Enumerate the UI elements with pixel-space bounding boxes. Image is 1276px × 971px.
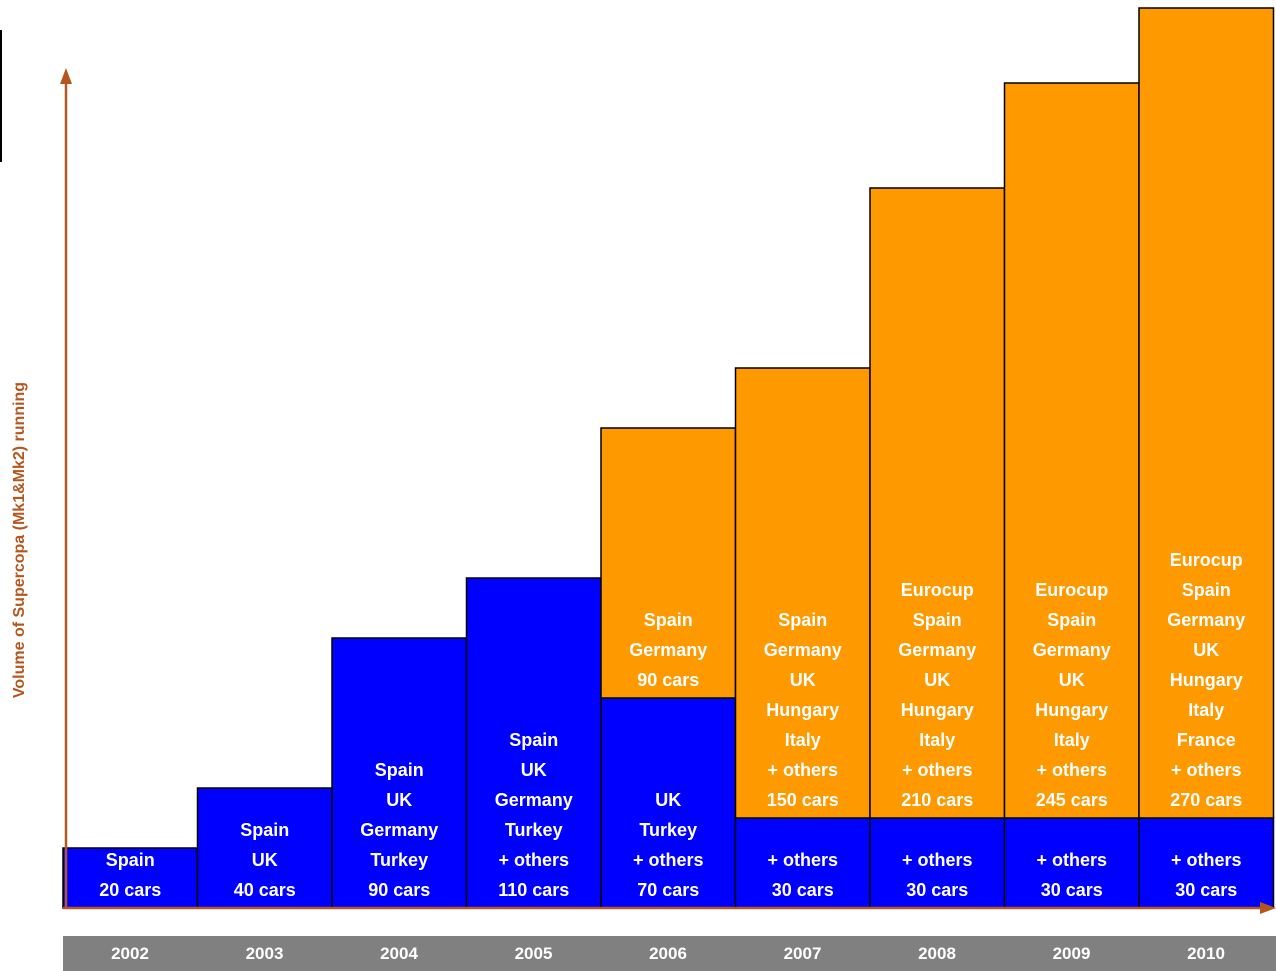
bar-label-line: + others — [1036, 760, 1108, 780]
year-label-2004: 2004 — [380, 944, 418, 963]
bar-label-line: + others — [632, 850, 704, 870]
bar-label-line: + others — [1170, 760, 1242, 780]
bar-label-line: 270 cars — [1170, 790, 1243, 810]
bar-label-2010-bottom: + others 30 cars — [1139, 845, 1274, 905]
year-label-2002: 2002 — [111, 944, 149, 963]
bar-label-line: 90 cars — [637, 670, 700, 690]
bar-label-line: 245 cars — [1035, 790, 1108, 810]
bar-label-line: Germany — [898, 640, 977, 660]
year-band — [63, 936, 1276, 971]
year-label-2009: 2009 — [1052, 944, 1091, 963]
bar-label-line: Germany — [629, 640, 708, 660]
bar-label-line: 110 cars — [498, 880, 570, 900]
bar-2003-bottom — [196, 787, 333, 909]
bar-2008-top — [869, 187, 1006, 819]
bar-label-line: Eurocup — [900, 580, 974, 600]
bar-label-line: UK — [251, 850, 278, 870]
bar-label-line: Italy — [919, 730, 956, 750]
bar-label-line: Hungary — [1035, 700, 1109, 720]
bar-label-line: + others — [1170, 850, 1242, 870]
bar-label-2009-top: Eurocup Spain Germany UK Hungary Italy + other… — [1005, 575, 1140, 815]
bar-label-line: Germany — [763, 640, 842, 660]
bar-label-line: Spain — [643, 610, 693, 630]
bar-label-line: + others — [498, 850, 570, 870]
bar-label-2007-top: Spain Germany UK Hungary Italy + others 150 ca… — [736, 605, 871, 815]
bar-label-2003-bottom: Spain UK 40 cars — [198, 815, 333, 905]
bar-label-2009-bottom: + others 30 cars — [1005, 845, 1140, 905]
bar-label-line: Germany — [360, 820, 439, 840]
bar-label-line: + others — [1036, 850, 1108, 870]
bar-2009-bottom — [1003, 817, 1140, 909]
bar-label-line: Hungary — [766, 700, 840, 720]
x-axis-arrowhead — [1260, 902, 1276, 914]
bar-label-line: Hungary — [900, 700, 974, 720]
bar-label-line: + others — [901, 760, 973, 780]
bar-label-line: + others — [767, 760, 839, 780]
bar-label-line: + others — [767, 850, 839, 870]
bar-label-2006-top: Spain Germany 90 cars — [601, 605, 736, 695]
year-label-2010: 2010 — [1187, 944, 1225, 963]
y-axis-arrowhead — [60, 68, 72, 84]
bar-label-line: UK — [655, 790, 682, 810]
bar-label-line: Italy — [784, 730, 821, 750]
bar-2009-top — [1003, 82, 1140, 819]
bar-label-line: UK — [520, 760, 547, 780]
bar-label-line: 90 cars — [368, 880, 431, 900]
bar-label-2008-bottom: + others 30 cars — [870, 845, 1005, 905]
bar-label-line: UK — [924, 670, 951, 690]
year-label-2008: 2008 — [918, 944, 956, 963]
bar-label-line: 20 cars — [99, 880, 162, 900]
bar-label-line: UK — [386, 790, 413, 810]
bar-2007-top — [734, 367, 871, 819]
bar-label-line: + others — [901, 850, 973, 870]
year-label-2006: 2006 — [649, 944, 687, 963]
bar-label-line: Spain — [509, 730, 559, 750]
bar-label-line: Germany — [494, 790, 573, 810]
bar-label-line: Hungary — [1169, 670, 1243, 690]
bar-label-line: UK — [789, 670, 816, 690]
year-label-2007: 2007 — [783, 944, 822, 963]
bar-label-line: Spain — [374, 760, 424, 780]
bar-label-line: 30 cars — [906, 880, 969, 900]
bar-label-line: 30 cars — [1175, 880, 1238, 900]
bar-label-line: 150 cars — [766, 790, 839, 810]
bar-2010-top — [1138, 7, 1275, 819]
bar-label-line: 70 cars — [637, 880, 700, 900]
bar-label-line: UK — [1193, 640, 1220, 660]
bar-label-line: 210 cars — [901, 790, 974, 810]
bar-label-2002-bottom: Spain 20 cars — [63, 845, 198, 905]
bar-label-line: Eurocup — [1035, 580, 1109, 600]
bar-label-line: Turkey — [504, 820, 563, 840]
bar-label-2004-bottom: Spain UK Germany Turkey 90 cars — [332, 755, 467, 905]
bar-label-line: Spain — [1047, 610, 1097, 630]
bar-label-2008-top: Eurocup Spain Germany UK Hungary Italy + other… — [870, 575, 1005, 815]
bar-label-line: Spain — [778, 610, 828, 630]
bar-label-line: Spain — [240, 820, 290, 840]
bar-label-2010-top: Eurocup Spain Germany UK Hungary Italy France +… — [1139, 545, 1274, 815]
bar-label-line: Spain — [105, 850, 155, 870]
bar-label-line: 40 cars — [233, 880, 296, 900]
bar-label-line: Spain — [912, 610, 962, 630]
bar-label-2005-bottom: Spain UK Germany Turkey + others 110 cars — [467, 725, 602, 905]
bar-label-line: UK — [1058, 670, 1085, 690]
bar-label-line: Spain — [1181, 580, 1231, 600]
bar-label-line: 30 cars — [771, 880, 834, 900]
bar-label-line: Germany — [1032, 640, 1111, 660]
bar-label-line: Italy — [1053, 730, 1090, 750]
bar-label-line: Turkey — [370, 850, 429, 870]
left-edge-rule — [0, 30, 2, 162]
bar-label-line: Eurocup — [1169, 550, 1243, 570]
bar-label-2007-bottom: + others 30 cars — [736, 845, 871, 905]
bar-label-line: France — [1176, 730, 1236, 750]
year-label-2003: 2003 — [245, 944, 284, 963]
bar-label-line: Italy — [1188, 700, 1225, 720]
bar-label-line: Germany — [1167, 610, 1246, 630]
year-label-2005: 2005 — [514, 944, 553, 963]
bar-label-line: 30 cars — [1040, 880, 1103, 900]
bar-label-2006-bottom: UK Turkey + others 70 cars — [601, 785, 736, 905]
bar-2006-top — [600, 427, 737, 699]
bar-label-line: Turkey — [639, 820, 698, 840]
